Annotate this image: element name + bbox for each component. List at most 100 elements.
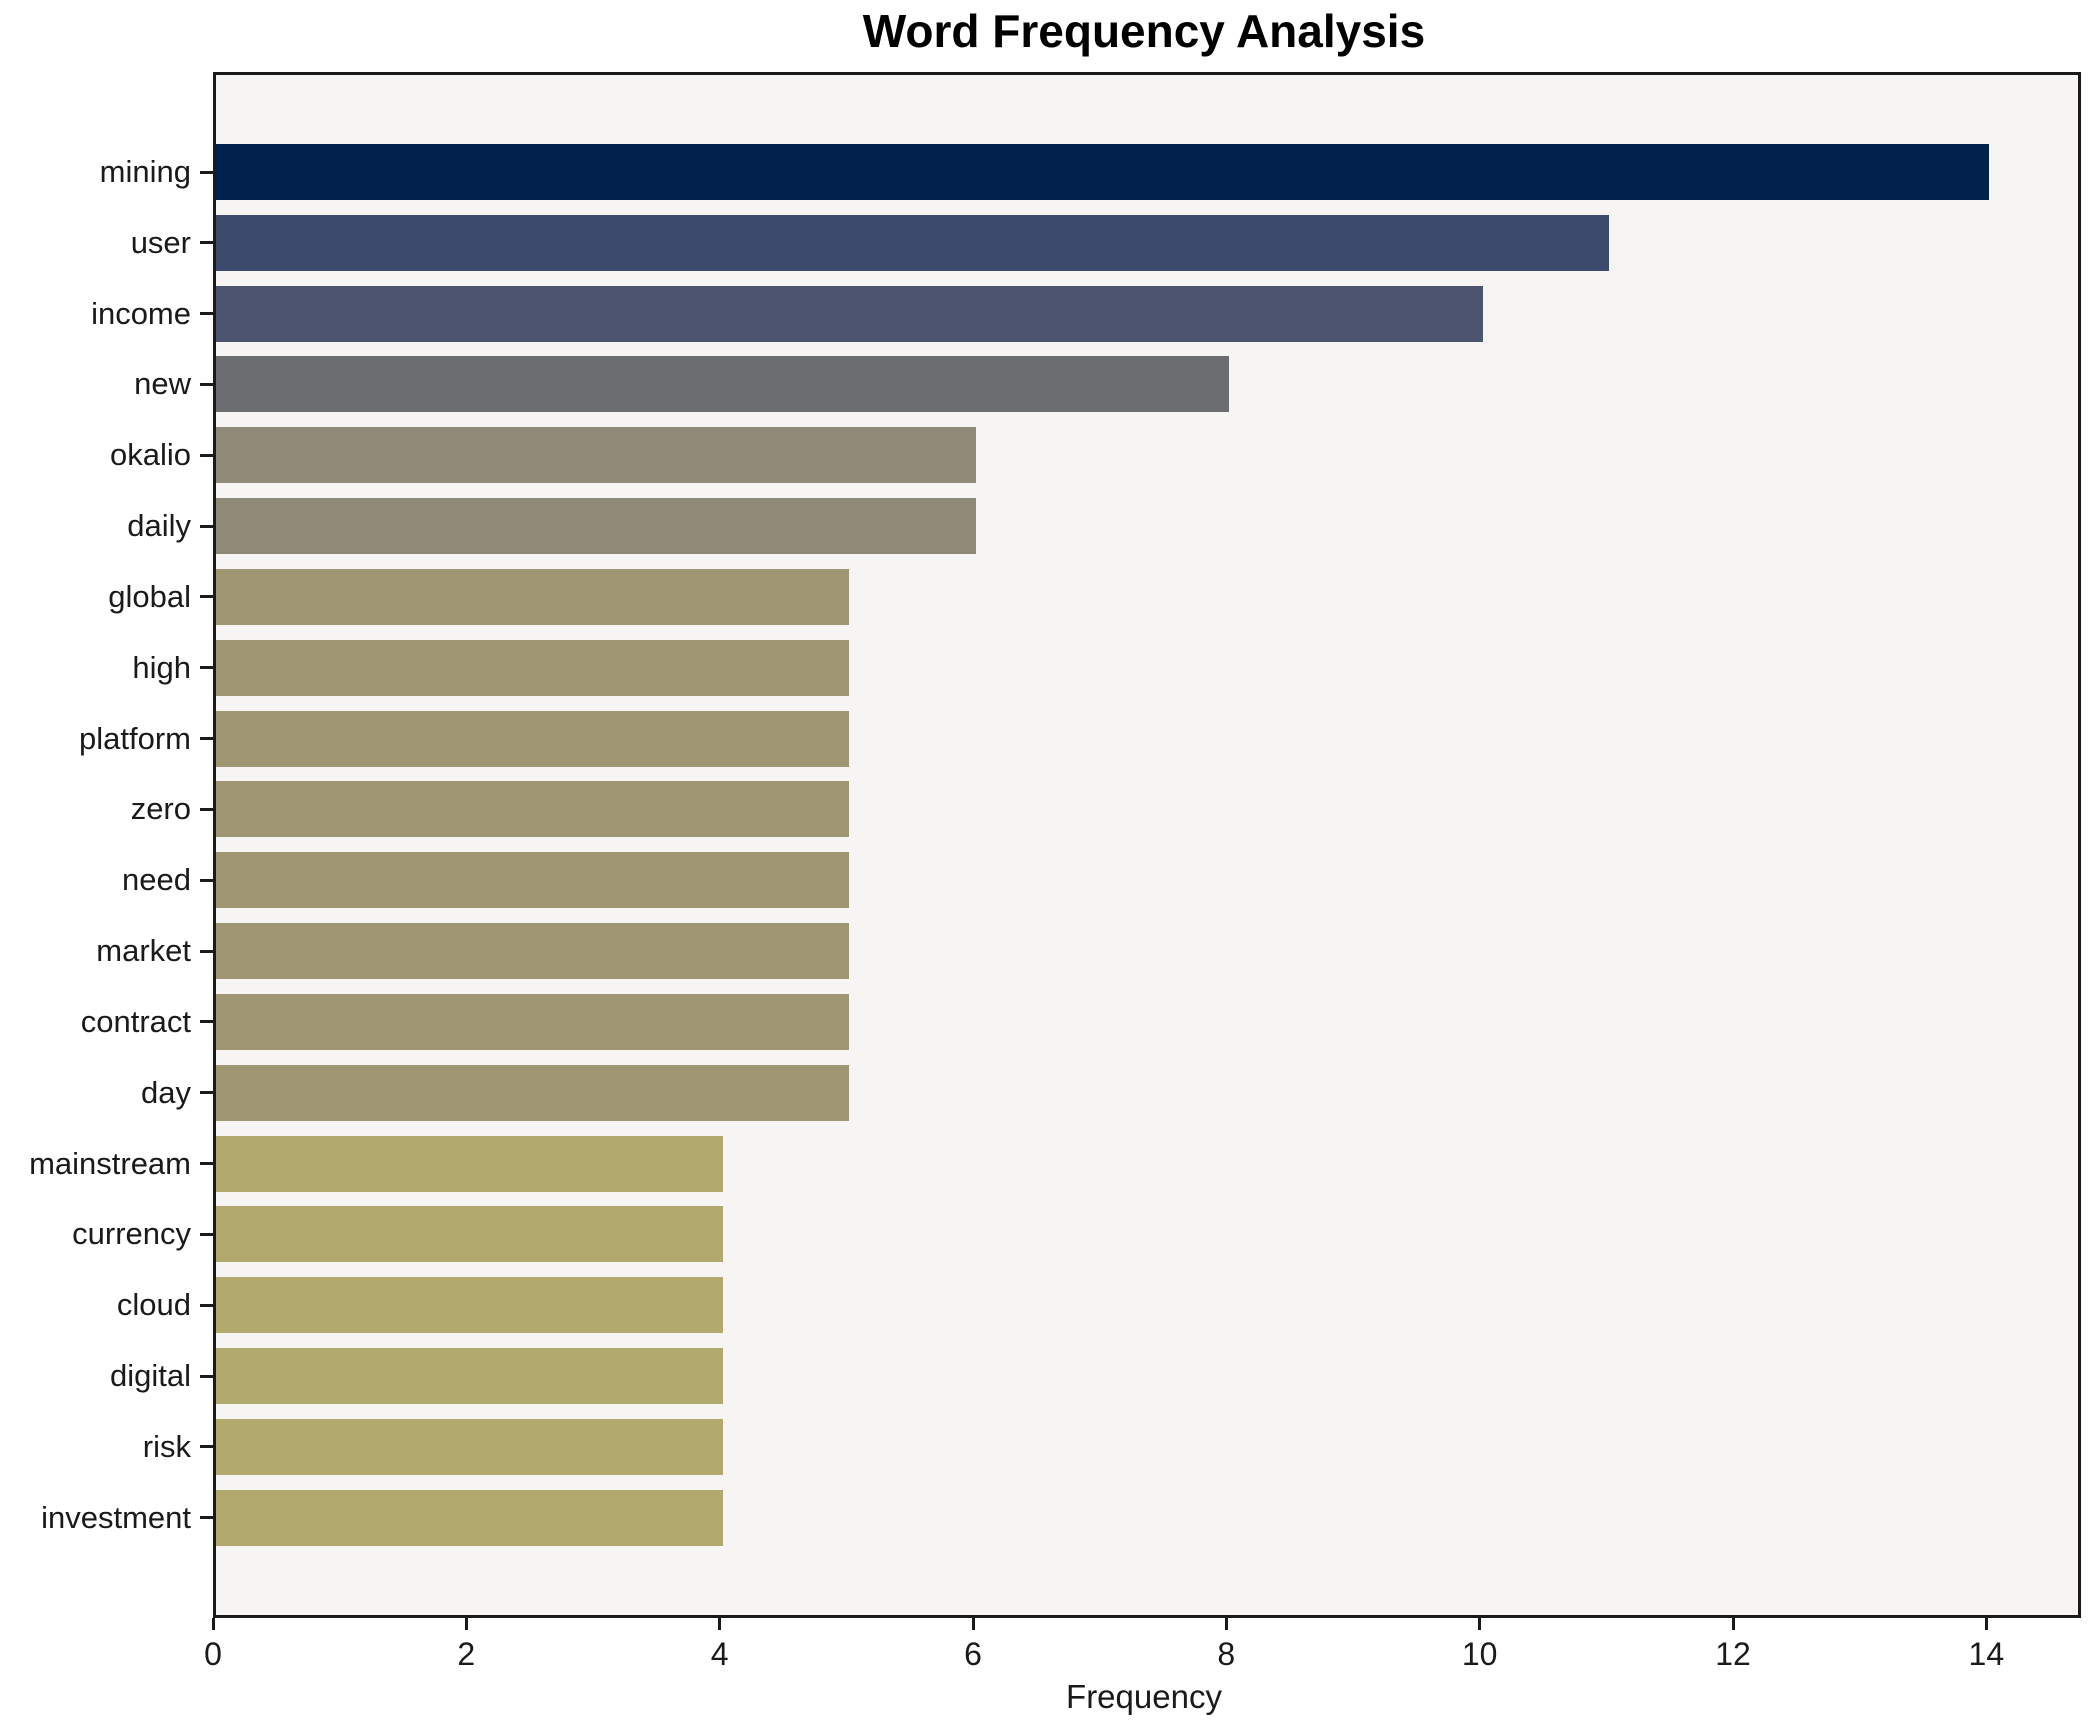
x-tick-label-2: 2 [457,1636,476,1672]
bar-zero [216,781,850,838]
y-tick-label-user: user [130,224,191,260]
bar-cloud [216,1277,723,1334]
bar-global [216,568,850,625]
x-axis: 0 2 4 6 8 10 12 14 [204,1618,2075,1718]
bar-row-high: high [132,639,2078,696]
x-tick-label-6: 6 [964,1636,982,1672]
y-tick-label-contract: contract [80,1003,191,1039]
y-tick-mark-global [200,595,213,599]
y-tick-label-market: market [96,933,191,969]
y-tick-mark-platform [200,737,213,741]
chart-title: Word Frequency Analysis [862,5,1426,57]
bar-row-digital: digital [110,1348,2078,1405]
x-tick-label-10: 10 [1461,1636,1498,1672]
bar-market [216,923,850,980]
bar-currency [216,1206,723,1263]
y-tick-label-zero: zero [130,791,191,827]
bar-row-contract: contract [81,993,2078,1050]
y-tick-mark-market [200,949,213,953]
y-tick-label-need: need [122,862,191,898]
bar-day [216,1064,850,1121]
bar-daily [216,498,976,555]
y-tick-label-daily: daily [127,508,191,544]
x-tick-mark-0 [211,1618,215,1630]
x-tick-label-0: 0 [204,1636,222,1672]
bar-mainstream [216,1135,723,1192]
y-tick-mark-day [200,1091,213,1095]
y-tick-mark-investment [200,1516,213,1520]
y-tick-mark-income [200,312,213,316]
y-tick-label-income: income [91,295,191,331]
x-tick-mark-8 [1224,1618,1228,1630]
x-tick-mark-6 [971,1618,975,1630]
bar-row-new: new [134,356,2078,413]
bar-row-mining: mining [100,144,2078,200]
bar-row-platform: platform [79,710,2078,767]
bar-row-mainstream: mainstream [29,1135,2078,1192]
bar-contract [216,993,850,1050]
x-tick-label-14: 14 [1968,1636,2005,1672]
y-tick-label-high: high [132,649,191,685]
y-tick-label-new: new [134,366,191,402]
y-tick-mark-mainstream [200,1162,213,1166]
bar-platform [216,710,850,767]
y-tick-label-mining: mining [99,154,191,189]
bar-new [216,356,1230,413]
y-tick-label-day: day [141,1074,191,1110]
bar-okalio [216,427,976,484]
bar-high [216,639,850,696]
y-tick-label-okalio: okalio [110,437,191,473]
y-tick-mark-okalio [200,453,213,457]
bar-investment [216,1489,723,1546]
y-tick-mark-new [200,382,213,386]
bar-row-currency: currency [72,1206,2078,1263]
y-tick-mark-need [200,878,213,882]
bars-area: mining user income new okalio daily global high… [29,144,2078,1546]
bar-income [216,285,1483,342]
y-tick-mark-zero [200,807,213,811]
bar-need [216,852,850,909]
y-tick-mark-mining [200,170,213,174]
plot-area: mining user income new okalio daily global high… [29,72,2081,1618]
x-tick-label-4: 4 [710,1636,729,1672]
y-tick-mark-risk [200,1445,213,1449]
bar-digital [216,1348,723,1405]
bar-row-okalio: okalio [110,427,2078,484]
y-tick-mark-user [200,241,213,245]
bar-row-zero: zero [131,781,2078,838]
bar-risk [216,1418,723,1475]
y-tick-label-platform: platform [79,720,191,756]
y-tick-label-cloud: cloud [116,1287,191,1323]
bar-user [216,214,1610,271]
y-tick-label-global: global [108,578,191,614]
bar-row-global: global [108,568,2078,625]
x-tick-mark-14 [1984,1618,1988,1630]
y-tick-label-investment: investment [41,1499,191,1535]
bar-row-risk: risk [143,1418,2078,1475]
bar-row-investment: investment [41,1489,2078,1546]
y-tick-mark-digital [200,1374,213,1378]
bar-row-daily: daily [127,498,2078,555]
x-tick-mark-2 [464,1618,468,1630]
bar-row-user: user [131,214,2078,271]
x-axis-label: Frequency [1066,1678,1222,1715]
y-tick-mark-contract [200,1020,213,1024]
y-tick-mark-daily [200,524,213,528]
bar-row-market: market [96,923,2078,980]
y-tick-mark-cloud [200,1303,213,1307]
bar-row-cloud: cloud [117,1277,2078,1334]
x-tick-label-12: 12 [1715,1636,1751,1672]
x-tick-mark-12 [1731,1618,1735,1630]
x-tick-mark-4 [718,1618,722,1630]
bar-row-income: income [91,285,2078,342]
y-tick-label-digital: digital [110,1358,191,1394]
y-tick-label-mainstream: mainstream [29,1145,191,1181]
y-tick-mark-high [200,666,213,670]
y-tick-mark-currency [200,1232,213,1236]
x-tick-mark-10 [1478,1618,1482,1630]
x-tick-label-8: 8 [1217,1636,1236,1672]
y-tick-label-currency: currency [72,1216,191,1252]
bar-row-day: day [141,1064,2078,1121]
y-tick-label-risk: risk [142,1428,191,1464]
